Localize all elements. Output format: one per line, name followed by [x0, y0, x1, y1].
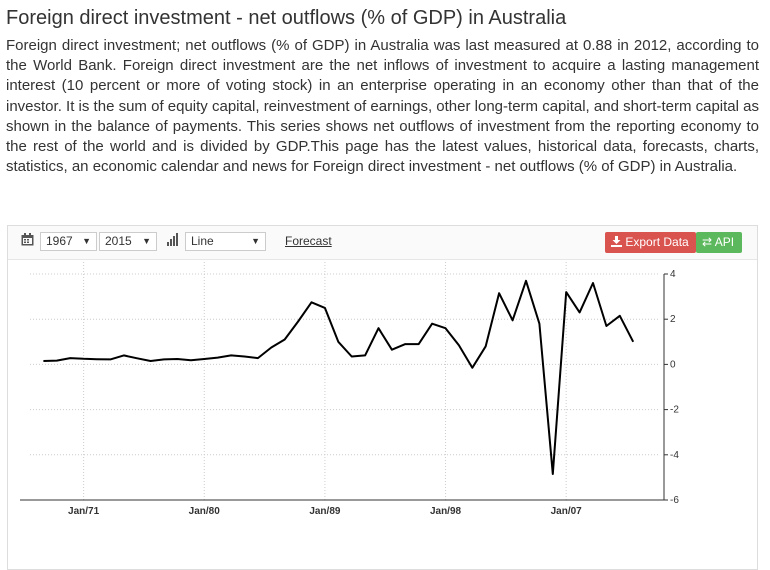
api-button[interactable]: ⇄ API	[696, 232, 742, 253]
y-tick-label: 4	[670, 269, 676, 280]
exchange-icon: ⇄	[702, 235, 713, 249]
calendar-icon	[21, 233, 34, 251]
x-tick-label: Jan/80	[189, 506, 221, 517]
x-tick-label: Jan/98	[430, 506, 462, 517]
chevron-down-icon: ▼	[142, 236, 151, 246]
api-label: API	[714, 235, 735, 249]
y-tick-label: -6	[670, 495, 679, 506]
export-data-button[interactable]: Export Data	[605, 232, 696, 253]
end-year-select[interactable]: 2015 ▼	[99, 232, 157, 251]
chart-panel: 1967 ▼ 2015 ▼ Line ▼ Forecast	[7, 225, 758, 570]
forecast-link[interactable]: Forecast	[285, 234, 332, 248]
series-line	[43, 279, 635, 475]
y-tick-label: -2	[670, 405, 679, 416]
y-tick-label: -4	[670, 450, 679, 461]
start-year-value: 1967	[46, 234, 73, 248]
line-chart: Jan/71 Jan/80 Jan/89 Jan/98 Jan/07 4 2 0 -2 -4 -6	[20, 262, 679, 517]
chevron-down-icon: ▼	[82, 236, 91, 246]
export-data-label: Export Data	[625, 235, 689, 249]
end-year-value: 2015	[105, 234, 132, 248]
chevron-down-icon: ▼	[251, 236, 260, 246]
page-title: Foreign direct investment - net outflows…	[6, 7, 567, 29]
page-description: Foreign direct investment; net outflows …	[6, 37, 759, 176]
chart-type-value: Line	[191, 234, 214, 248]
bar-chart-icon	[167, 233, 181, 251]
x-tick-label: Jan/07	[551, 506, 583, 517]
y-tick-label: 0	[670, 359, 676, 370]
chart-toolbar: 1967 ▼ 2015 ▼ Line ▼ Forecast	[8, 226, 757, 260]
start-year-select[interactable]: 1967 ▼	[40, 232, 97, 251]
y-tick-label: 2	[670, 314, 676, 325]
x-tick-label: Jan/71	[68, 506, 100, 517]
chart-type-select[interactable]: Line ▼	[185, 232, 266, 251]
download-icon	[611, 235, 625, 249]
x-tick-label: Jan/89	[309, 506, 341, 517]
